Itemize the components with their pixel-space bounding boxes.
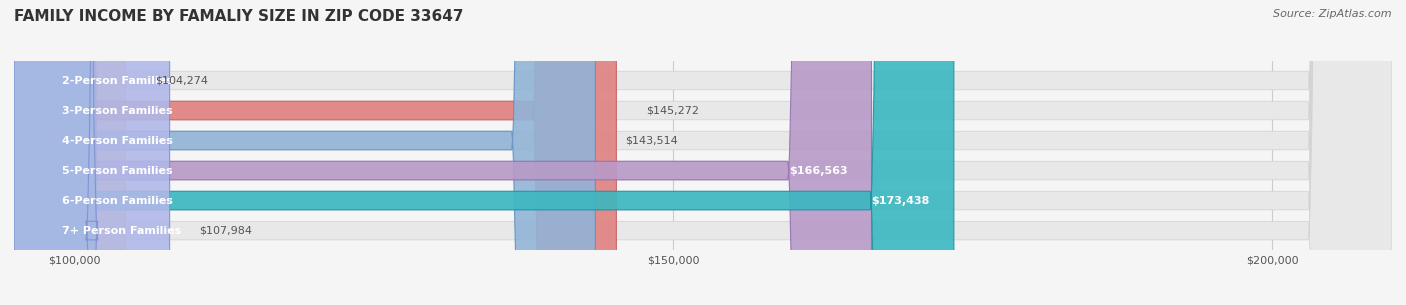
Text: 4-Person Families: 4-Person Families — [62, 135, 173, 145]
FancyBboxPatch shape — [14, 0, 1392, 305]
FancyBboxPatch shape — [14, 0, 872, 305]
FancyBboxPatch shape — [14, 0, 953, 305]
FancyBboxPatch shape — [14, 0, 170, 305]
FancyBboxPatch shape — [14, 0, 595, 305]
FancyBboxPatch shape — [14, 0, 1392, 305]
FancyBboxPatch shape — [14, 0, 125, 305]
Text: Source: ZipAtlas.com: Source: ZipAtlas.com — [1274, 9, 1392, 19]
Text: $107,984: $107,984 — [200, 226, 253, 235]
FancyBboxPatch shape — [14, 0, 616, 305]
FancyBboxPatch shape — [14, 0, 1392, 305]
Text: $143,514: $143,514 — [626, 135, 678, 145]
Text: $104,274: $104,274 — [155, 76, 208, 85]
Text: 5-Person Families: 5-Person Families — [62, 166, 173, 176]
Text: 2-Person Families: 2-Person Families — [62, 76, 173, 85]
FancyBboxPatch shape — [14, 0, 1392, 305]
Text: $166,563: $166,563 — [789, 166, 848, 176]
Text: $145,272: $145,272 — [647, 106, 699, 116]
FancyBboxPatch shape — [14, 0, 1392, 305]
Text: FAMILY INCOME BY FAMALIY SIZE IN ZIP CODE 33647: FAMILY INCOME BY FAMALIY SIZE IN ZIP COD… — [14, 9, 464, 24]
Text: 3-Person Families: 3-Person Families — [62, 106, 173, 116]
Text: $173,438: $173,438 — [872, 196, 929, 206]
FancyBboxPatch shape — [14, 0, 1392, 305]
Text: 7+ Person Families: 7+ Person Families — [62, 226, 181, 235]
Text: 6-Person Families: 6-Person Families — [62, 196, 173, 206]
